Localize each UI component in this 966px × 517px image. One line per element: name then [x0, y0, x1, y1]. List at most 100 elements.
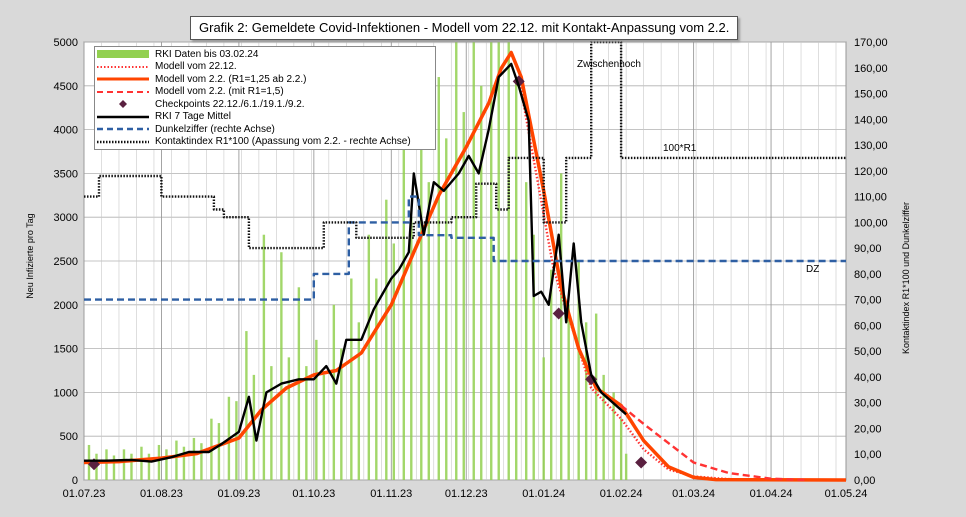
- legend-label-rki7: RKI 7 Tage Mittel: [155, 111, 231, 123]
- legend-item-bars: RKI Daten bis 03.02.24: [95, 48, 435, 61]
- x-tick-label: 01.01.24: [522, 488, 565, 500]
- y-tick-label: 0: [72, 475, 78, 487]
- legend-item-dunkel: Dunkelziffer (rechte Achse): [95, 123, 435, 136]
- series-line-3: [620, 404, 807, 482]
- y2-tick-label: 100,00: [854, 217, 888, 229]
- y2-tick-label: 0,00: [854, 475, 875, 487]
- legend-swatch-kontakt: [97, 140, 149, 143]
- y2-tick-label: 50,00: [854, 346, 882, 358]
- y2-tick-label: 70,00: [854, 295, 882, 307]
- x-tick-label: 01.05.24: [825, 488, 868, 500]
- bar-mark: [420, 94, 423, 480]
- y-tick-label: 1000: [54, 387, 78, 399]
- y-tick-label: 3500: [54, 168, 78, 180]
- legend-item-kontakt: Kontaktindex R1*100 (Apassung vom 2.2. -…: [95, 136, 435, 149]
- bar-mark: [455, 42, 458, 480]
- y2-tick-label: 120,00: [854, 166, 888, 178]
- legend-item-checkpoints: Checkpoints 22.12./6.1./19.1./9.2.: [95, 98, 435, 111]
- x-tick-label: 01.02.24: [600, 488, 643, 500]
- y-tick-label: 500: [60, 431, 78, 443]
- series-line-7: [84, 40, 846, 250]
- bar-mark: [594, 313, 598, 480]
- bar-mark: [549, 269, 553, 480]
- bar-mark: [385, 199, 388, 480]
- y2-tick-label: 150,00: [854, 89, 888, 101]
- chart-title: Grafik 2: Gemeldete Covid-Infektionen - …: [190, 16, 739, 40]
- bar-mark: [147, 453, 151, 480]
- bar-mark: [515, 77, 518, 480]
- legend-label-dunkel: Dunkelziffer (rechte Achse): [155, 123, 275, 135]
- x-tick-label: 01.03.24: [672, 488, 715, 500]
- bar-mark: [175, 440, 178, 480]
- x-tick-label: 01.09.23: [217, 488, 260, 500]
- y2-tick-label: 30,00: [854, 398, 882, 410]
- checkpoint-mark: [635, 456, 648, 469]
- y2-tick-label: 130,00: [854, 140, 888, 152]
- bar-mark: [140, 446, 143, 480]
- legend-swatch-model-22-r15: [97, 90, 149, 93]
- bar-mark: [490, 42, 493, 480]
- y2-tick-label: 10,00: [854, 449, 882, 461]
- y2-tick-label: 40,00: [854, 372, 882, 384]
- bar-mark: [280, 252, 283, 480]
- bar-mark: [130, 453, 133, 480]
- annotation-r1: 100*R1: [663, 143, 697, 154]
- legend-swatch-checkpoints: [119, 100, 127, 109]
- bar-mark: [497, 42, 500, 480]
- bar-mark: [402, 147, 405, 480]
- y2-tick-label: 170,00: [854, 37, 888, 49]
- checkpoint-mark: [552, 307, 565, 320]
- bar-mark: [542, 357, 545, 480]
- legend-swatch-model-22: [97, 77, 149, 81]
- bar-mark: [559, 173, 563, 480]
- y2-tick-label: 60,00: [854, 320, 882, 332]
- x-tick-label: 01.08.23: [140, 488, 183, 500]
- bar-mark: [567, 304, 570, 480]
- legend: RKI Daten bis 03.02.24 Modell vom 22.12.…: [94, 46, 436, 150]
- bar-mark: [392, 243, 395, 480]
- legend-label-kontakt: Kontaktindex R1*100 (Apassung vom 2.2. -…: [155, 136, 411, 148]
- legend-item-model-22: Modell vom 2.2. (R1=1,25 ab 2.2.): [95, 73, 435, 86]
- y-tick-label: 2500: [54, 256, 78, 268]
- y2-axis-label: Kontaktindex R1*100 und Dunkelziffer: [901, 202, 911, 354]
- legend-swatch-model-2212: [97, 65, 149, 68]
- series-line-2: [83, 50, 847, 482]
- bar-mark: [624, 453, 628, 480]
- bar-mark: [357, 322, 361, 480]
- x-tick-label: 01.11.23: [370, 488, 412, 500]
- y2-tick-label: 20,00: [854, 423, 882, 435]
- x-tick-label: 01.12.23: [445, 488, 488, 500]
- legend-label-model-22: Modell vom 2.2. (R1=1,25 ab 2.2.): [155, 73, 307, 85]
- y-tick-label: 1500: [54, 344, 78, 356]
- bar-mark: [157, 444, 161, 480]
- y2-tick-label: 80,00: [854, 269, 882, 281]
- bar-mark: [375, 278, 378, 480]
- y-tick-label: 4000: [54, 125, 78, 137]
- bar-mark: [322, 374, 326, 480]
- bar-mark: [525, 182, 528, 480]
- bar-mark: [192, 437, 196, 480]
- bar-mark: [437, 77, 440, 480]
- bar-mark: [182, 446, 186, 480]
- y-tick-label: 5000: [54, 37, 78, 49]
- bar-mark: [507, 42, 510, 480]
- bar-mark: [332, 304, 336, 480]
- legend-label-model-22-r15: Modell vom 2.2. (mit R1=1,5): [155, 86, 284, 98]
- bar-mark: [340, 348, 343, 480]
- bar-mark: [427, 182, 430, 480]
- annotation-dz: DZ: [806, 264, 820, 275]
- legend-label-bars: RKI Daten bis 03.02.24: [155, 48, 259, 60]
- y-axis-label: Neu Infizierte pro Tag: [25, 213, 35, 299]
- x-tick-label: 01.04.24: [750, 488, 793, 500]
- legend-swatch-bars: [97, 50, 149, 59]
- bar-mark: [287, 357, 291, 480]
- bar-mark: [445, 138, 448, 481]
- y2-tick-label: 140,00: [854, 114, 888, 126]
- legend-label-checkpoints: Checkpoints 22.12./6.1./19.1./9.2.: [155, 98, 305, 110]
- legend-swatch-dunkel: [97, 128, 149, 131]
- bar-mark: [367, 234, 371, 480]
- bar-mark: [612, 392, 615, 480]
- y2-tick-label: 110,00: [854, 192, 887, 204]
- bar-mark: [165, 449, 168, 480]
